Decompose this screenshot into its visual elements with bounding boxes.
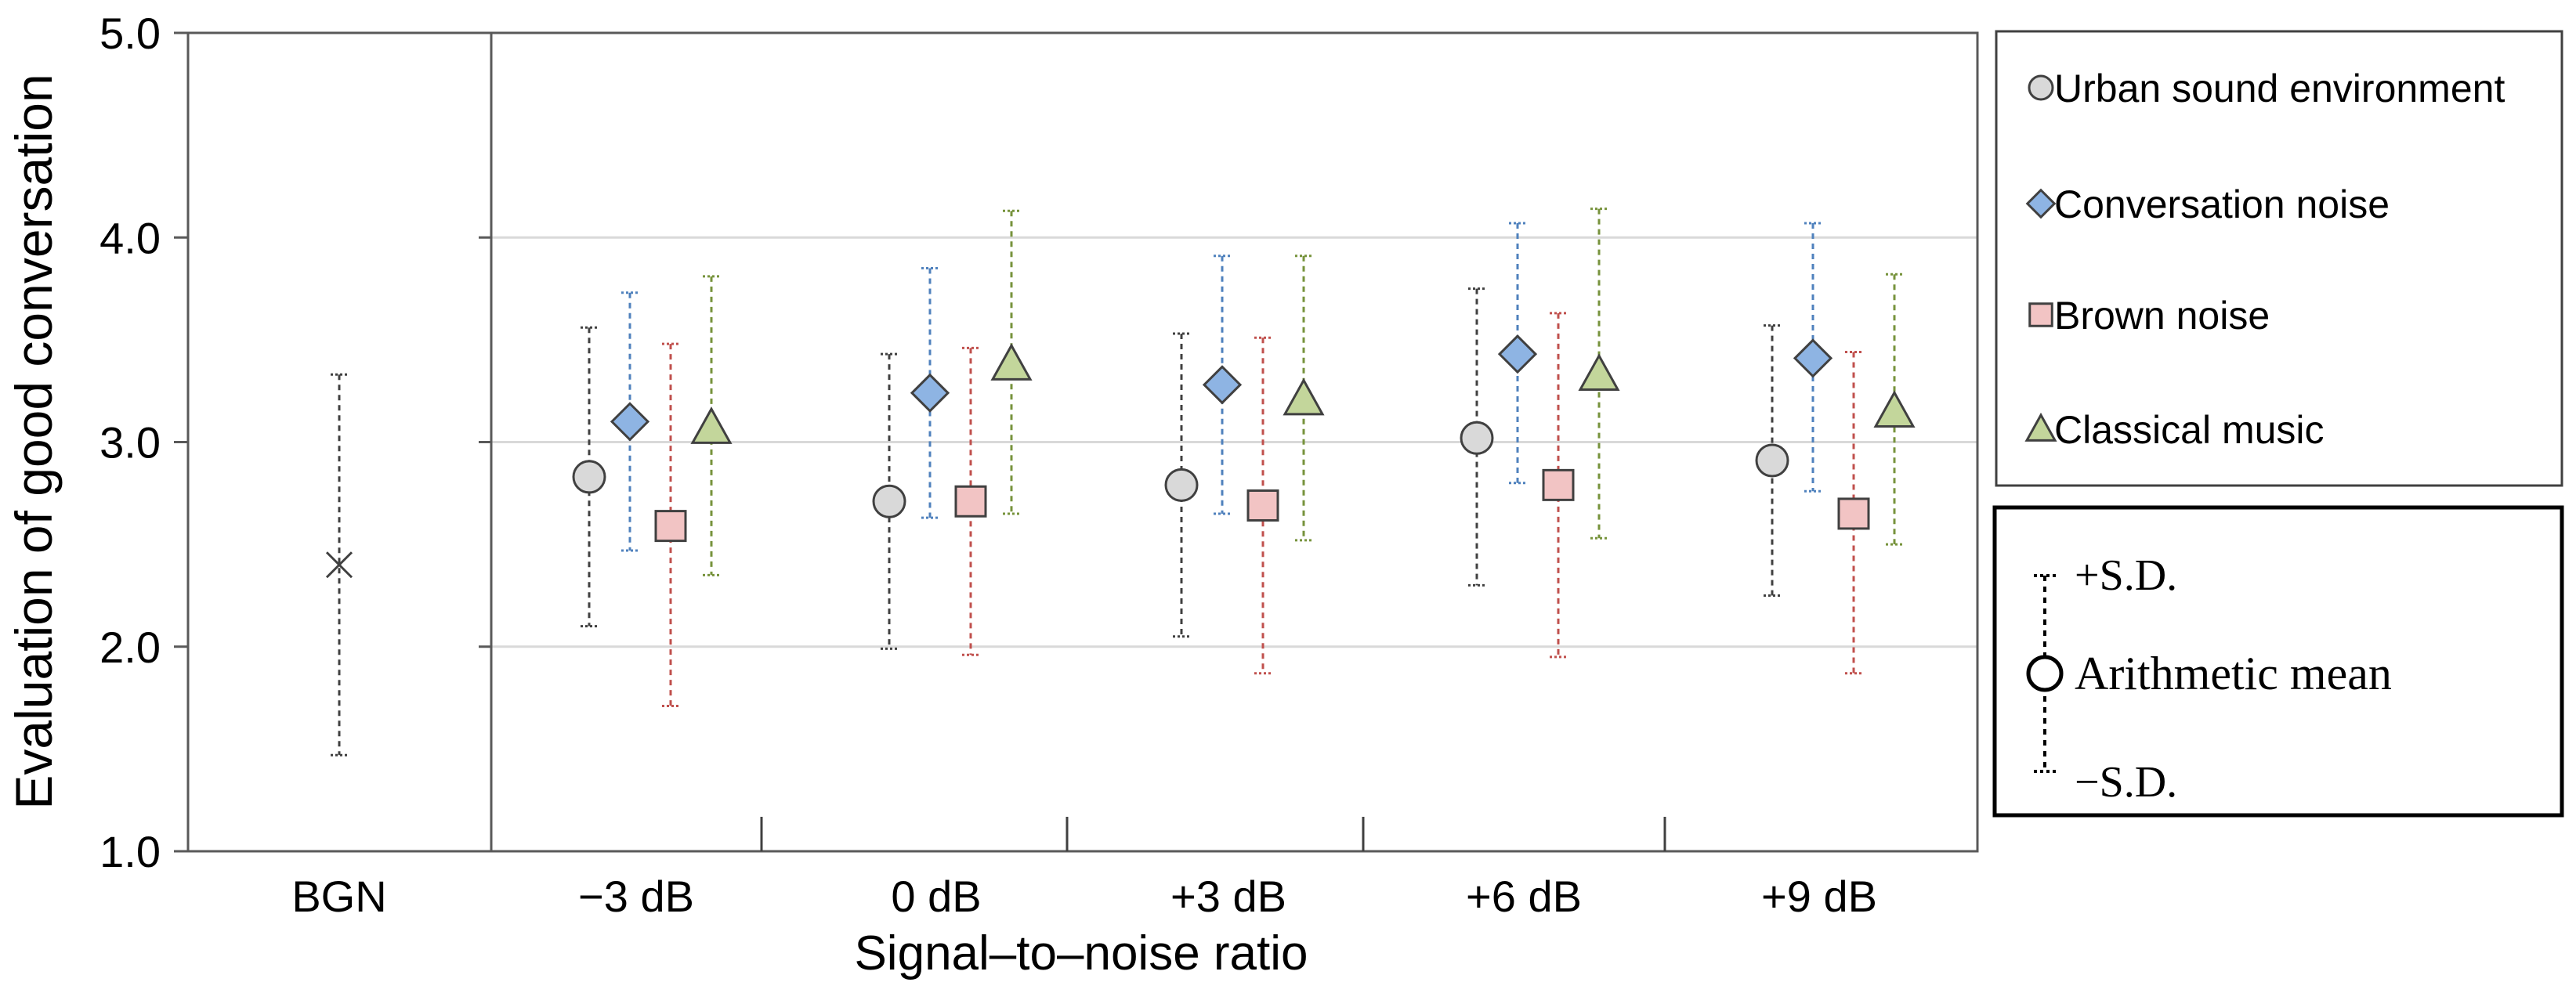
legend-marker-circle — [2028, 74, 2054, 101]
legend-label: Classical music — [2054, 408, 2325, 452]
x-tick-label-bgn: BGN — [291, 872, 386, 921]
mean-marker-diamond — [1202, 365, 1243, 405]
legend-item: Urban sound environment — [2028, 67, 2505, 110]
mean-marker-circle — [1460, 421, 1494, 455]
x-tick-labels: BGN −3 dB 0 dB +3 dB +6 dB +9 dB — [291, 872, 1877, 921]
bgn-error-bar — [331, 373, 348, 756]
gridlines — [491, 236, 1977, 648]
x-tick-label: 0 dB — [891, 872, 981, 921]
mean-marker-square — [1246, 489, 1279, 522]
mean-marker-square — [654, 510, 687, 543]
x-category-dividers — [760, 817, 1666, 851]
sd-legend-frame — [1992, 505, 2564, 818]
series-legend: Urban sound environment Conversation nois… — [1995, 30, 2563, 487]
error-bar-circle — [581, 326, 598, 628]
y-axis-ticks: 1.0 2.0 3.0 4.0 5.0 — [99, 9, 491, 876]
error-bar-square — [662, 342, 679, 708]
mean-marker-diamond — [910, 373, 950, 413]
sd-legend-plus-label: +S.D. — [2075, 551, 2177, 600]
x-axis-title: Signal–to–noise ratio — [854, 926, 1308, 980]
y-tick-label: 2.0 — [99, 623, 161, 672]
y-tick-label: 1.0 — [99, 827, 161, 876]
legend-marker-triangle — [2024, 412, 2057, 442]
bgn-mean-cross-b — [325, 551, 353, 579]
mean-marker-diamond — [1497, 334, 1538, 374]
error-bar-triangle — [703, 275, 720, 576]
y-tick-label: 4.0 — [99, 213, 161, 262]
error-bar-triangle — [1003, 209, 1020, 515]
error-bar-circle — [1173, 332, 1190, 638]
legend-item: Conversation noise — [2025, 182, 2390, 226]
legend-marker-diamond — [2025, 188, 2057, 219]
mean-marker-triangle — [1578, 353, 1620, 391]
error-bar-diamond — [1214, 255, 1231, 515]
mean-marker-diamond — [610, 402, 650, 442]
sd-legend-mean-label: Arithmetic mean — [2075, 648, 2392, 699]
error-bar-circle — [1468, 287, 1485, 587]
x-tick-label: +6 dB — [1466, 872, 1582, 921]
error-bar-triangle — [1295, 255, 1312, 542]
x-tick-label: +9 dB — [1761, 872, 1877, 921]
x-tick-label: −3 dB — [578, 872, 694, 921]
y-tick-label: 5.0 — [99, 9, 161, 58]
x-tick-label: +3 dB — [1170, 872, 1286, 921]
bgn-mean-marker — [325, 551, 353, 579]
mean-marker-circle — [572, 460, 606, 494]
sd-legend: +S.D. Arithmetic mean −S.D. — [1992, 505, 2564, 818]
sd-legend-minus-label: −S.D. — [2075, 758, 2177, 807]
mean-marker-circle — [1164, 468, 1199, 502]
legend-label: Brown noise — [2054, 294, 2270, 338]
mean-marker-triangle — [1283, 377, 1325, 416]
mean-marker-square — [1542, 468, 1575, 501]
sd-legend-mean-marker — [2026, 655, 2064, 692]
mean-marker-triangle — [1873, 390, 1916, 428]
mean-marker-circle — [1755, 443, 1789, 478]
error-bar-diamond — [1509, 222, 1526, 485]
legend-item: Classical music — [2024, 408, 2325, 452]
y-tick-label: 3.0 — [99, 418, 161, 468]
mean-marker-square — [1837, 497, 1870, 530]
error-bar-diamond — [621, 291, 639, 552]
legend-label: Conversation noise — [2054, 182, 2390, 226]
series-legend-frame — [1995, 30, 2563, 487]
legend-label: Urban sound environment — [2054, 67, 2505, 110]
legend-marker-square — [2028, 302, 2053, 327]
data-marks — [325, 208, 1916, 756]
mean-marker-square — [954, 485, 987, 518]
error-bar-square — [1550, 312, 1567, 659]
mean-marker-triangle — [690, 406, 733, 444]
error-bar-square — [1845, 351, 1862, 675]
mean-marker-triangle — [990, 343, 1033, 381]
mean-marker-circle — [872, 484, 906, 518]
mean-marker-diamond — [1793, 338, 1833, 378]
y-axis-title: Evaluation of good conversation — [5, 74, 63, 809]
legend-item: Brown noise — [2028, 294, 2270, 338]
